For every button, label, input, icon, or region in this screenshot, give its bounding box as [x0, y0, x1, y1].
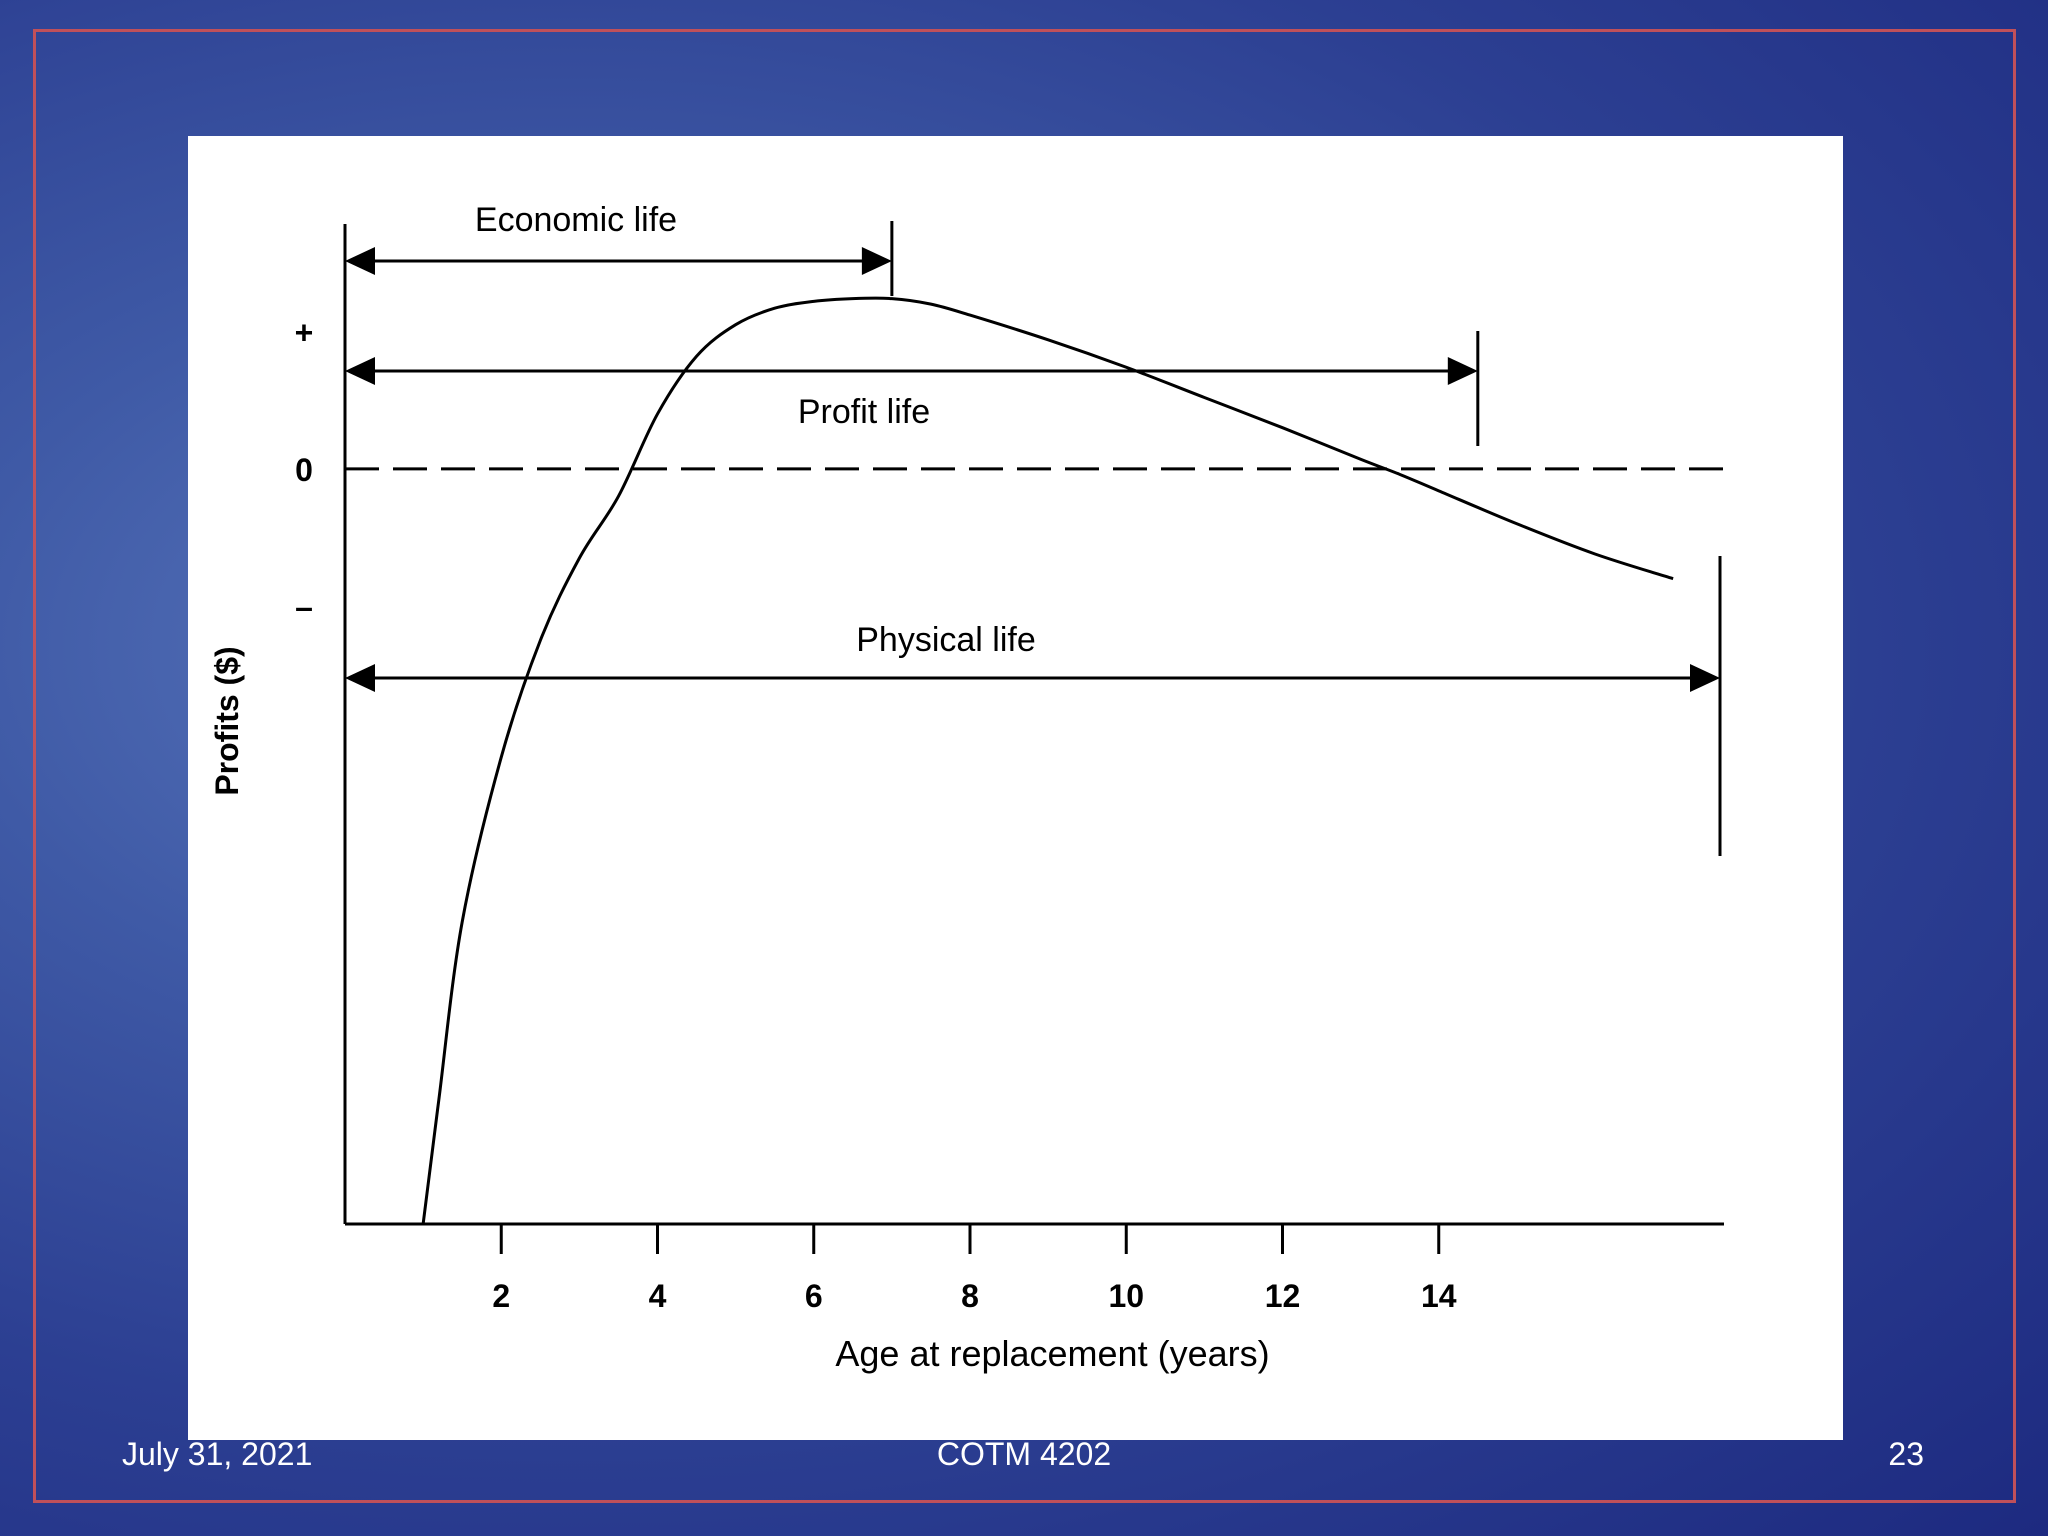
- x-axis-label: Age at replacement (years): [835, 1333, 1269, 1374]
- x-tick-label-2: 2: [492, 1278, 510, 1314]
- slide-frame: [33, 29, 2016, 1503]
- x-tick-label-12: 12: [1265, 1278, 1301, 1314]
- x-tick-label-14: 14: [1421, 1278, 1457, 1314]
- y-axis-label: Profits ($): [209, 646, 245, 795]
- y-tick-label-2: –: [295, 589, 313, 625]
- footer-course: COTM 4202: [936, 1436, 1112, 1472]
- chart-figure: 2 4 6 8 10 12 14 +0 – Age at replacement (years)…: [188, 136, 1843, 1440]
- profit-life-arrow-head-end: [1447, 357, 1478, 385]
- physical-life-arrow-head-end: [1690, 664, 1720, 692]
- x-tick-label-4: 4: [649, 1278, 667, 1314]
- economic-life-label: Economic life: [475, 201, 677, 239]
- x-tick-label-10: 10: [1108, 1278, 1144, 1314]
- physical-life-arrow-head-start: [345, 664, 375, 692]
- profit-life-arrow-head-start: [345, 357, 375, 385]
- footer-date: July 31, 2021: [122, 1436, 313, 1472]
- profit-life-label: Profit life: [798, 393, 930, 431]
- y-tick-label-1: 0: [295, 452, 313, 488]
- economic-life-arrow-head-start: [345, 247, 375, 275]
- profit-life-chart: 2 4 6 8 10 12 14 +0 – Age at replacement (years)…: [209, 201, 1724, 1374]
- profit-curve: [421, 296, 1674, 1225]
- footer-page-number: 23: [1888, 1436, 1924, 1472]
- economic-life-arrow-head-end: [861, 247, 892, 275]
- x-tick-label-6: 6: [805, 1278, 823, 1314]
- y-tick-label-0: +: [295, 315, 314, 351]
- x-tick-label-8: 8: [961, 1278, 979, 1314]
- physical-life-label: Physical life: [856, 621, 1036, 659]
